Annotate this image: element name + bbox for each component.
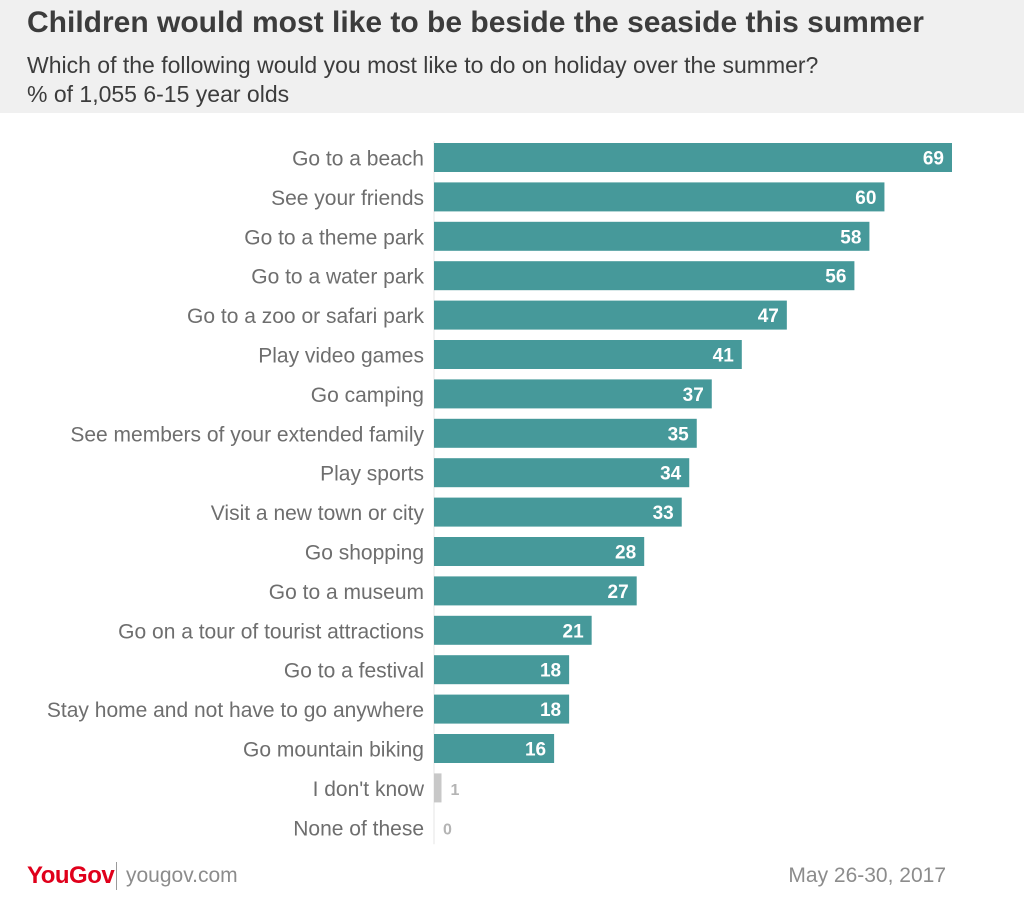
data-label: 16 <box>525 740 546 761</box>
chart-base-note: % of 1,055 6-15 year olds <box>27 81 290 107</box>
bar <box>434 221 870 251</box>
data-label: 28 <box>615 543 636 564</box>
data-label: 41 <box>713 346 735 367</box>
category-label: Visit a new town or city <box>211 502 425 525</box>
data-label: 58 <box>840 227 861 248</box>
data-label: 47 <box>758 306 779 327</box>
category-label: See your friends <box>271 187 424 210</box>
category-label: See members of your extended family <box>70 423 424 446</box>
category-label: Go to a festival <box>284 660 424 683</box>
bar <box>434 655 570 685</box>
bar <box>434 615 592 645</box>
category-label: Go on a tour of tourist attractions <box>118 620 424 643</box>
category-label: Go to a theme park <box>244 226 424 249</box>
footer-date: May 26-30, 2017 <box>788 864 946 887</box>
category-label: None of these <box>293 817 424 840</box>
category-label: Go camping <box>311 384 424 407</box>
data-label: 18 <box>540 661 561 682</box>
footer-site-link[interactable]: yougov.com <box>126 864 238 887</box>
data-label: 35 <box>668 424 690 445</box>
bar <box>434 537 645 566</box>
bar <box>434 379 712 409</box>
category-label: Go to a zoo or safari park <box>187 305 424 328</box>
data-label: 33 <box>653 503 674 524</box>
bar <box>434 734 555 763</box>
category-label: Play video games <box>258 345 424 368</box>
category-label: I don't know <box>313 778 425 801</box>
data-label: 27 <box>608 582 629 603</box>
bar <box>434 694 570 724</box>
bar <box>434 182 885 212</box>
chart-subtitle: Which of the following would you most li… <box>27 52 819 78</box>
bar-chart: Go to a beach 69 See your friends 60 Go to a… <box>47 141 952 845</box>
bar <box>434 418 697 448</box>
category-label: Go shopping <box>305 542 424 565</box>
data-label: 34 <box>660 464 682 485</box>
yougov-logo: YouGov <box>27 862 115 889</box>
bar <box>434 143 952 172</box>
category-label: Go to a beach <box>292 148 424 171</box>
header-band <box>0 0 1024 113</box>
data-label: 69 <box>923 149 944 170</box>
footer-divider <box>116 862 117 890</box>
bar <box>434 576 637 606</box>
category-label: Stay home and not have to go anywhere <box>47 699 424 722</box>
data-label: 1 <box>451 782 460 799</box>
data-label: 56 <box>825 267 846 288</box>
bar <box>434 261 855 291</box>
category-label: Play sports <box>320 463 424 486</box>
bar <box>434 773 442 803</box>
data-label: 21 <box>563 621 585 642</box>
bar <box>434 497 682 527</box>
data-label: 60 <box>855 188 876 209</box>
data-label: 0 <box>443 821 452 838</box>
category-label: Go to a water park <box>251 266 424 289</box>
bar <box>434 458 690 488</box>
bar <box>434 340 742 369</box>
category-label: Go to a museum <box>269 581 424 604</box>
category-label: Go mountain biking <box>243 739 424 762</box>
chart-title: Children would most like to be beside th… <box>27 6 924 39</box>
data-label: 18 <box>540 700 561 721</box>
data-label: 37 <box>683 385 704 406</box>
bar <box>434 300 787 330</box>
